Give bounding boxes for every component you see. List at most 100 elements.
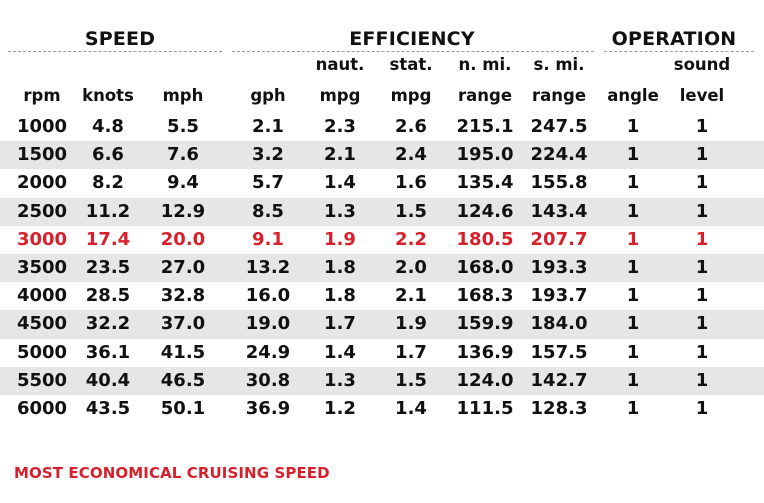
table-cell: 16.0 xyxy=(245,285,291,307)
table-cell: 19.0 xyxy=(245,313,291,335)
col-header-top: n. mi. xyxy=(458,55,512,74)
table-cell: 1.4 xyxy=(395,397,427,419)
group-divider-operation xyxy=(604,51,754,52)
table-cell: 13.2 xyxy=(245,256,291,278)
table-cell: 1 xyxy=(695,313,709,335)
table-cell: 159.9 xyxy=(456,313,514,335)
table-cell: 1 xyxy=(626,228,640,250)
table-cell: 1.4 xyxy=(324,172,356,194)
col-header: range xyxy=(457,86,513,105)
table-cell: 1 xyxy=(626,313,640,335)
table-cell: 6000 xyxy=(16,397,68,419)
table-row: 4000 28.5 32.8 16.0 1.8 2.1 168.3 193.7 1 1 xyxy=(0,282,764,310)
table-cell: 4.8 xyxy=(92,116,124,137)
table-row: 1000 4.8 5.5 2.1 2.3 2.6 215.1 247.5 1 1 xyxy=(0,113,764,141)
table-cell: 1 xyxy=(695,369,709,391)
table-cell: 1 xyxy=(626,256,640,278)
table-cell: 4000 xyxy=(16,285,68,307)
table-row: 5500 40.4 46.5 30.8 1.3 1.5 124.0 142.7 1 1 xyxy=(0,366,764,395)
table-cell: 1.7 xyxy=(324,313,356,335)
table-cell: 1.8 xyxy=(324,256,356,278)
table-row: 5000 36.1 41.5 24.9 1.4 1.7 136.9 157.5 1 1 xyxy=(0,339,764,367)
group-title-speed: SPEED xyxy=(84,28,156,50)
group-divider-speed xyxy=(8,51,222,52)
table-row: 1500 6.6 7.6 3.2 2.1 2.4 195.0 224.4 1 1 xyxy=(0,141,764,170)
table-cell: 1 xyxy=(626,200,640,222)
table-cell: 143.4 xyxy=(530,200,588,222)
table-cell: 1 xyxy=(695,285,709,307)
table-cell: 20.0 xyxy=(160,228,206,250)
table-cell: 1.2 xyxy=(324,397,356,419)
table-cell: 3.2 xyxy=(252,144,284,166)
table-cell: 1 xyxy=(695,116,709,137)
col-header: mph xyxy=(162,86,204,105)
table-cell: 2.6 xyxy=(395,116,427,137)
col-header: gph xyxy=(250,86,286,105)
table-cell: 1 xyxy=(626,116,640,137)
table-cell: 1 xyxy=(695,172,709,194)
table-cell: 1.8 xyxy=(324,285,356,307)
col-header-top: naut. xyxy=(315,55,365,74)
table-cell: 11.2 xyxy=(85,200,131,222)
table-row: 4500 32.2 37.0 19.0 1.7 1.9 159.9 184.0 1 1 xyxy=(0,310,764,339)
table-cell: 23.5 xyxy=(85,256,131,278)
table-cell: 2.1 xyxy=(324,144,356,166)
table-cell: 193.3 xyxy=(530,256,588,278)
table-cell: 1 xyxy=(695,228,709,250)
table-cell: 41.5 xyxy=(160,341,206,363)
table-cell: 1500 xyxy=(16,144,68,166)
table-cell: 124.0 xyxy=(456,369,514,391)
table-cell: 36.9 xyxy=(245,397,291,419)
table-cell: 8.5 xyxy=(252,200,284,222)
table-cell: 5.5 xyxy=(167,116,199,137)
table-cell: 1 xyxy=(695,200,709,222)
table-cell: 215.1 xyxy=(456,116,514,137)
table-cell: 1.5 xyxy=(395,369,427,391)
table-cell: 4500 xyxy=(16,313,68,335)
table-cell: 1.3 xyxy=(324,200,356,222)
table-cell: 1 xyxy=(626,172,640,194)
table-cell: 37.0 xyxy=(160,313,206,335)
table-cell: 1.6 xyxy=(395,172,427,194)
table-cell: 168.3 xyxy=(456,285,514,307)
table-cell: 1 xyxy=(695,144,709,166)
col-header: angle xyxy=(607,86,659,105)
table-cell: 168.0 xyxy=(456,256,514,278)
table-cell: 207.7 xyxy=(530,228,588,250)
table-cell: 1.3 xyxy=(324,369,356,391)
table-cell: 5.7 xyxy=(252,172,284,194)
table-cell: 184.0 xyxy=(530,313,588,335)
table-cell: 1 xyxy=(695,397,709,419)
table-cell: 2.1 xyxy=(252,116,284,137)
table-cell: 1 xyxy=(626,285,640,307)
col-header-top: s. mi. xyxy=(533,55,585,74)
table-row: 2500 11.2 12.9 8.5 1.3 1.5 124.6 143.4 1 1 xyxy=(0,197,764,226)
table-cell: 6.6 xyxy=(92,144,124,166)
table-row-highlighted: 3000 17.4 20.0 9.1 1.9 2.2 180.5 207.7 1 1 xyxy=(0,226,764,254)
table-cell: 135.4 xyxy=(456,172,514,194)
col-header-top: stat. xyxy=(389,55,433,74)
table-cell: 195.0 xyxy=(456,144,514,166)
table-cell: 9.4 xyxy=(167,172,199,194)
table-cell: 1.9 xyxy=(324,228,356,250)
table-cell: 27.0 xyxy=(160,256,206,278)
col-header: mpg xyxy=(390,86,432,105)
table-cell: 40.4 xyxy=(85,369,131,391)
table-cell: 157.5 xyxy=(530,341,588,363)
table-cell: 17.4 xyxy=(85,228,131,250)
table-cell: 1.7 xyxy=(395,341,427,363)
table-cell: 1 xyxy=(626,144,640,166)
table-cell: 30.8 xyxy=(245,369,291,391)
table-cell: 193.7 xyxy=(530,285,588,307)
table-cell: 1.4 xyxy=(324,341,356,363)
group-divider-efficiency xyxy=(232,51,594,52)
table-cell: 1 xyxy=(695,256,709,278)
table-cell: 142.7 xyxy=(530,369,588,391)
table-cell: 32.2 xyxy=(85,313,131,335)
table-cell: 3500 xyxy=(16,256,68,278)
table-cell: 12.9 xyxy=(160,200,206,222)
col-header: knots xyxy=(82,86,134,105)
table-cell: 2.3 xyxy=(324,116,356,137)
table-cell: 32.8 xyxy=(160,285,206,307)
table-cell: 43.5 xyxy=(85,397,131,419)
